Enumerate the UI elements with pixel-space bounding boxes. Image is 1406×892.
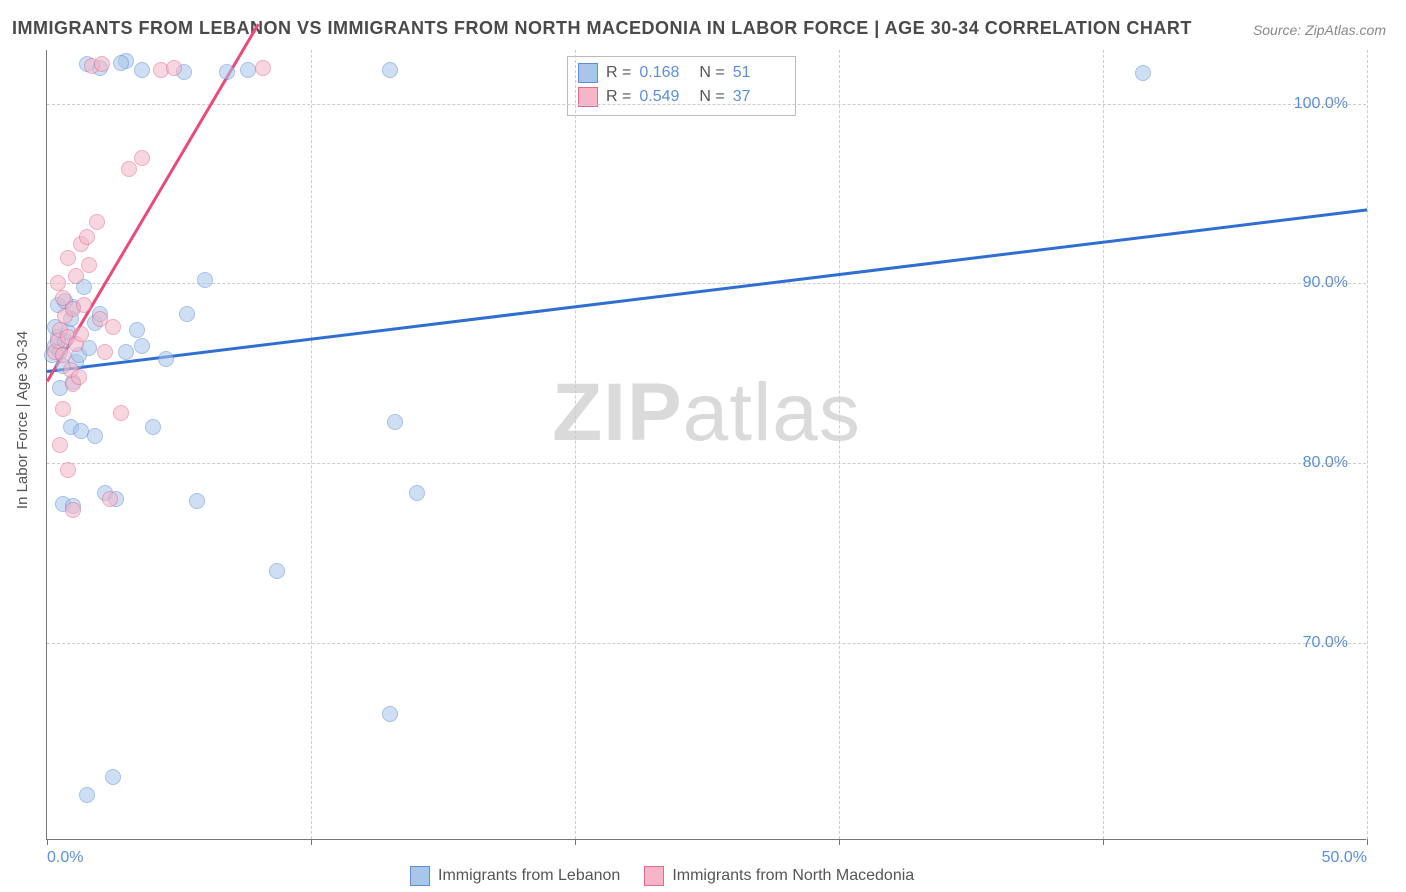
gridline-v <box>1367 50 1368 839</box>
gridline-h <box>47 643 1366 644</box>
x-tick-mark <box>1367 839 1368 845</box>
legend-label: Immigrants from North Macedonia <box>672 867 914 885</box>
data-point-macedonia <box>97 344 113 360</box>
x-tick-mark <box>575 839 576 845</box>
n-value: 51 <box>733 64 785 82</box>
legend-item: Immigrants from North Macedonia <box>644 866 914 886</box>
data-point-macedonia <box>121 161 137 177</box>
gridline-v <box>575 50 576 839</box>
data-point-lebanon <box>382 706 398 722</box>
r-value: 0.168 <box>639 64 691 82</box>
data-point-lebanon <box>87 428 103 444</box>
x-tick-mark <box>311 839 312 845</box>
x-tick-label: 50.0% <box>1322 849 1367 867</box>
data-point-macedonia <box>166 60 182 76</box>
n-label: N = <box>699 64 724 82</box>
gridline-v <box>311 50 312 839</box>
x-tick-mark <box>1103 839 1104 845</box>
data-point-lebanon <box>134 338 150 354</box>
data-point-macedonia <box>102 491 118 507</box>
x-tick-mark <box>839 839 840 845</box>
data-point-lebanon <box>189 493 205 509</box>
data-point-macedonia <box>92 311 108 327</box>
source-label: Source: ZipAtlas.com <box>1253 22 1386 38</box>
data-point-lebanon <box>269 563 285 579</box>
data-point-macedonia <box>113 405 129 421</box>
y-tick-label: 90.0% <box>1303 274 1348 292</box>
data-point-lebanon <box>179 306 195 322</box>
data-point-lebanon <box>118 344 134 360</box>
data-point-lebanon <box>240 62 256 78</box>
data-point-macedonia <box>52 437 68 453</box>
data-point-lebanon <box>105 769 121 785</box>
plot-area: ZIPatlas R = 0.168 N = 51 R =0.549N =37 70.0… <box>46 50 1366 840</box>
chart-title: IMMIGRANTS FROM LEBANON VS IMMIGRANTS FR… <box>12 18 1192 39</box>
legend-label: Immigrants from Lebanon <box>438 867 620 885</box>
y-axis-label: In Labor Force | Age 30-34 <box>14 331 31 509</box>
gridline-v <box>1103 50 1104 839</box>
data-point-macedonia <box>81 257 97 273</box>
stats-row: R = 0.168 N = 51 <box>578 61 785 85</box>
data-point-lebanon <box>129 322 145 338</box>
data-point-macedonia <box>60 462 76 478</box>
stats-row: R =0.549N =37 <box>578 85 785 109</box>
data-point-macedonia <box>55 401 71 417</box>
data-point-macedonia <box>71 369 87 385</box>
data-point-macedonia <box>79 229 95 245</box>
data-point-macedonia <box>94 56 110 72</box>
bottom-legend: Immigrants from Lebanon Immigrants from N… <box>410 866 914 886</box>
gridline-h <box>47 463 1366 464</box>
data-point-macedonia <box>68 268 84 284</box>
data-point-macedonia <box>55 290 71 306</box>
data-point-macedonia <box>65 502 81 518</box>
data-point-macedonia <box>76 297 92 313</box>
data-point-macedonia <box>73 326 89 342</box>
legend-item: Immigrants from Lebanon <box>410 866 620 886</box>
y-tick-label: 70.0% <box>1303 634 1348 652</box>
y-tick-label: 100.0% <box>1294 95 1348 113</box>
legend-swatch <box>410 866 430 886</box>
x-tick-mark <box>47 839 48 845</box>
data-point-lebanon <box>145 419 161 435</box>
legend-swatch <box>578 63 598 83</box>
data-point-lebanon <box>158 351 174 367</box>
watermark-rest: atlas <box>683 367 861 458</box>
data-point-lebanon <box>409 485 425 501</box>
data-point-lebanon <box>134 62 150 78</box>
data-point-macedonia <box>89 214 105 230</box>
r-label: R = <box>606 64 631 82</box>
data-point-lebanon <box>387 414 403 430</box>
x-tick-label: 0.0% <box>47 849 83 867</box>
data-point-lebanon <box>382 62 398 78</box>
trend-line-lebanon <box>47 208 1367 372</box>
data-point-lebanon <box>219 64 235 80</box>
gridline-v <box>839 50 840 839</box>
data-point-macedonia <box>255 60 271 76</box>
legend-swatch <box>644 866 664 886</box>
data-point-lebanon <box>79 787 95 803</box>
gridline-h <box>47 283 1366 284</box>
watermark-bold: ZIP <box>552 367 683 458</box>
data-point-macedonia <box>134 150 150 166</box>
data-point-lebanon <box>197 272 213 288</box>
y-tick-label: 80.0% <box>1303 454 1348 472</box>
stats-legend-box: R = 0.168 N = 51 R =0.549N =37 <box>567 56 796 116</box>
data-point-lebanon <box>1135 65 1151 81</box>
data-point-macedonia <box>60 250 76 266</box>
data-point-lebanon <box>113 55 129 71</box>
watermark: ZIPatlas <box>552 366 861 460</box>
gridline-h <box>47 104 1366 105</box>
